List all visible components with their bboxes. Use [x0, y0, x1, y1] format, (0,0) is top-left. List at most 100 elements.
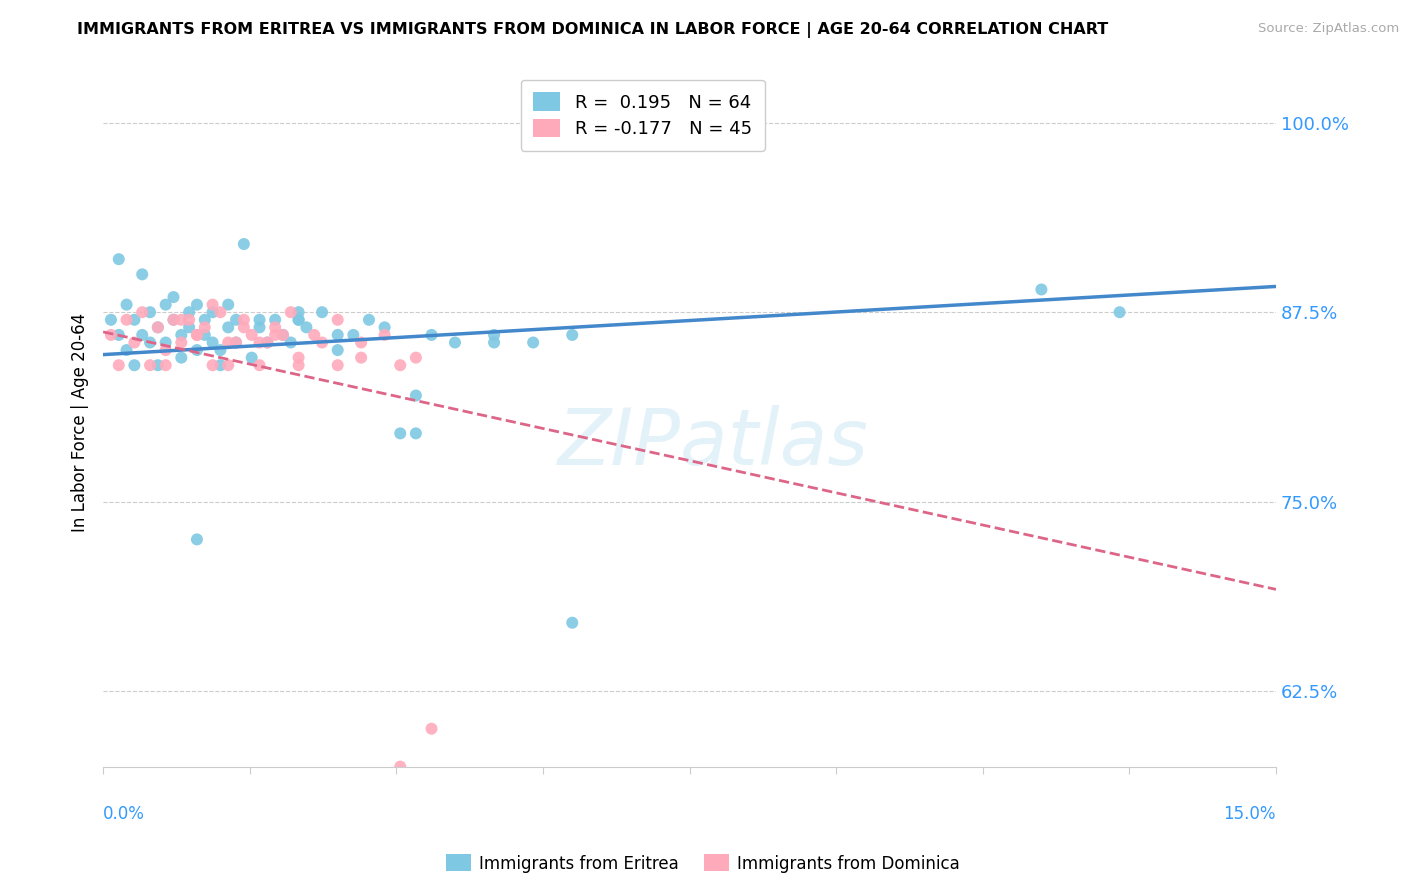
Point	[405, 426, 427, 441]
Point	[139, 305, 162, 319]
Point	[374, 320, 396, 334]
Point	[194, 327, 217, 342]
Point	[209, 358, 232, 372]
Point	[170, 335, 193, 350]
Point	[444, 335, 467, 350]
Point	[124, 312, 146, 326]
Point	[170, 351, 193, 365]
Point	[124, 358, 146, 372]
Text: IMMIGRANTS FROM ERITREA VS IMMIGRANTS FROM DOMINICA IN LABOR FORCE | AGE 20-64 C: IMMIGRANTS FROM ERITREA VS IMMIGRANTS FR…	[77, 22, 1108, 38]
Point	[249, 358, 271, 372]
Point	[249, 312, 271, 326]
Point	[217, 335, 239, 350]
Point	[271, 327, 294, 342]
Legend: R =  0.195   N = 64, R = -0.177   N = 45: R = 0.195 N = 64, R = -0.177 N = 45	[520, 79, 765, 151]
Point	[249, 335, 271, 350]
Point	[100, 327, 122, 342]
Point	[186, 343, 208, 357]
Point	[561, 615, 583, 630]
Point	[107, 327, 129, 342]
Point	[225, 312, 247, 326]
Legend: Immigrants from Eritrea, Immigrants from Dominica: Immigrants from Eritrea, Immigrants from…	[439, 847, 967, 880]
Point	[179, 320, 201, 334]
Point	[146, 320, 169, 334]
Point	[186, 327, 208, 342]
Point	[170, 312, 193, 326]
Point	[115, 343, 138, 357]
Point	[217, 320, 239, 334]
Point	[482, 335, 505, 350]
Point	[179, 312, 201, 326]
Point	[287, 305, 309, 319]
Point	[115, 312, 138, 326]
Point	[311, 335, 333, 350]
Point	[124, 335, 146, 350]
Point	[522, 335, 544, 350]
Point	[162, 312, 184, 326]
Point	[201, 298, 224, 312]
Text: ZIPatlas: ZIPatlas	[558, 405, 869, 481]
Point	[350, 351, 373, 365]
Point	[201, 335, 224, 350]
Point	[107, 358, 129, 372]
Point	[194, 312, 217, 326]
Text: Source: ZipAtlas.com: Source: ZipAtlas.com	[1258, 22, 1399, 36]
Point	[389, 426, 412, 441]
Point	[1108, 305, 1130, 319]
Point	[201, 305, 224, 319]
Point	[146, 358, 169, 372]
Text: 15.0%: 15.0%	[1223, 805, 1277, 823]
Point	[162, 290, 184, 304]
Point	[107, 252, 129, 267]
Point	[256, 335, 278, 350]
Point	[115, 298, 138, 312]
Point	[287, 312, 309, 326]
Point	[264, 312, 287, 326]
Point	[232, 312, 254, 326]
Point	[209, 305, 232, 319]
Point	[561, 327, 583, 342]
Point	[326, 358, 349, 372]
Point	[162, 312, 184, 326]
Point	[240, 327, 263, 342]
Point	[131, 327, 153, 342]
Point	[155, 335, 177, 350]
Point	[264, 327, 287, 342]
Point	[357, 312, 380, 326]
Point	[186, 533, 208, 547]
Point	[155, 358, 177, 372]
Point	[186, 327, 208, 342]
Point	[287, 312, 309, 326]
Point	[146, 320, 169, 334]
Point	[194, 320, 217, 334]
Point	[225, 335, 247, 350]
Point	[100, 312, 122, 326]
Point	[420, 722, 443, 736]
Point	[405, 351, 427, 365]
Point	[131, 305, 153, 319]
Point	[179, 305, 201, 319]
Point	[326, 343, 349, 357]
Point	[389, 358, 412, 372]
Point	[131, 268, 153, 282]
Point	[232, 320, 254, 334]
Point	[280, 305, 302, 319]
Y-axis label: In Labor Force | Age 20-64: In Labor Force | Age 20-64	[72, 312, 89, 532]
Point	[155, 298, 177, 312]
Point	[295, 320, 318, 334]
Point	[186, 298, 208, 312]
Point	[482, 327, 505, 342]
Point	[139, 335, 162, 350]
Point	[326, 327, 349, 342]
Point	[217, 298, 239, 312]
Text: 0.0%: 0.0%	[103, 805, 145, 823]
Point	[420, 327, 443, 342]
Point	[302, 327, 325, 342]
Point	[170, 327, 193, 342]
Point	[287, 351, 309, 365]
Point	[264, 320, 287, 334]
Point	[217, 358, 239, 372]
Point	[389, 759, 412, 773]
Point	[374, 327, 396, 342]
Point	[405, 388, 427, 402]
